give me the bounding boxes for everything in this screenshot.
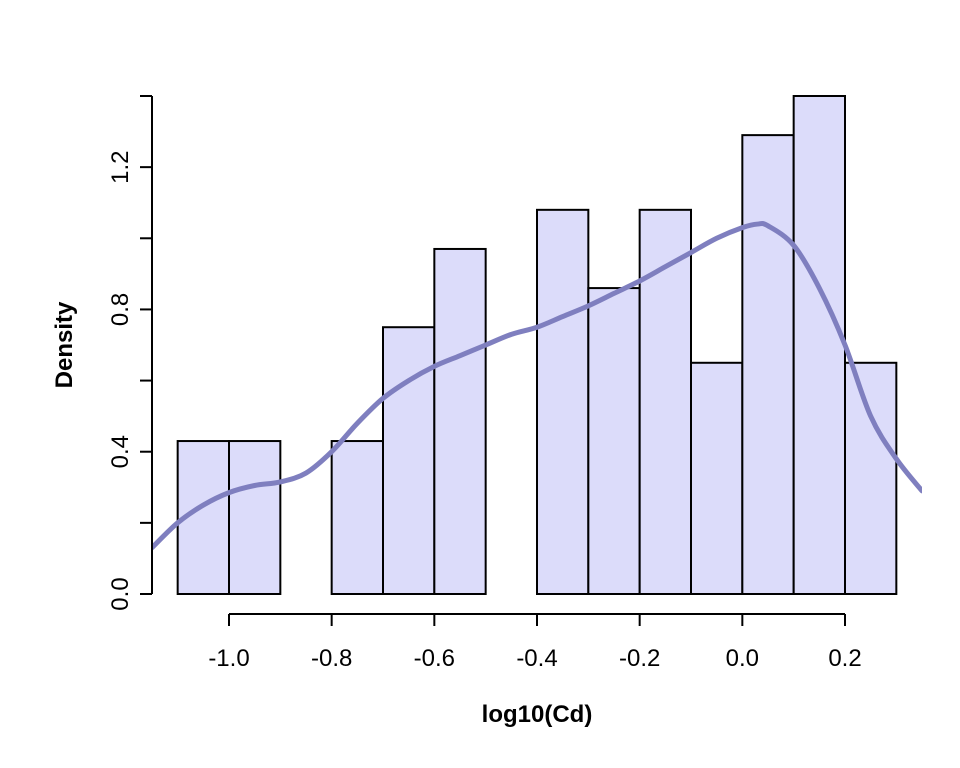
y-tick-label: 0.4 (107, 435, 134, 468)
histogram-bar (792, 95, 847, 595)
histogram-bar (536, 208, 590, 595)
histogram-bar (382, 326, 436, 595)
histogram-bar (433, 247, 487, 595)
histogram-bar (587, 287, 641, 595)
x-tick-label: -0.6 (414, 645, 455, 672)
y-axis: 0.0 0.4 0.8 1.2 (107, 95, 153, 611)
x-tick-label: 0.0 (726, 645, 759, 672)
x-axis: -1.0 -0.8 -0.6 -0.4 -0.2 0.0 0.2 (208, 613, 862, 672)
x-tick-label: -0.4 (516, 645, 557, 672)
x-tick-label: -0.8 (311, 645, 352, 672)
density-curve (152, 221, 922, 551)
x-tick-label: 0.2 (828, 645, 861, 672)
y-tick-label: 0.8 (107, 293, 134, 326)
histogram-bar (228, 440, 282, 595)
histogram-bar (741, 134, 795, 595)
histogram-bar (844, 361, 898, 595)
x-tick-label: -0.2 (619, 645, 660, 672)
histogram-bar (330, 440, 384, 595)
histogram-bars (176, 95, 898, 595)
y-tick-label: 1.2 (107, 150, 134, 183)
x-axis-title: log10(Cd) (482, 701, 593, 728)
y-axis-title: Density (51, 301, 78, 388)
y-tick-label: 0.0 (107, 577, 134, 610)
x-tick-label: -1.0 (208, 645, 249, 672)
histogram-bar (690, 361, 744, 595)
